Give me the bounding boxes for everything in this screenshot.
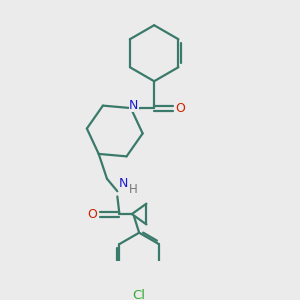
Text: N: N [119,178,128,190]
Text: O: O [87,208,97,220]
Text: H: H [128,183,137,196]
Text: O: O [175,102,185,115]
Text: N: N [129,99,139,112]
Text: Cl: Cl [133,290,146,300]
Text: N: N [129,99,139,112]
